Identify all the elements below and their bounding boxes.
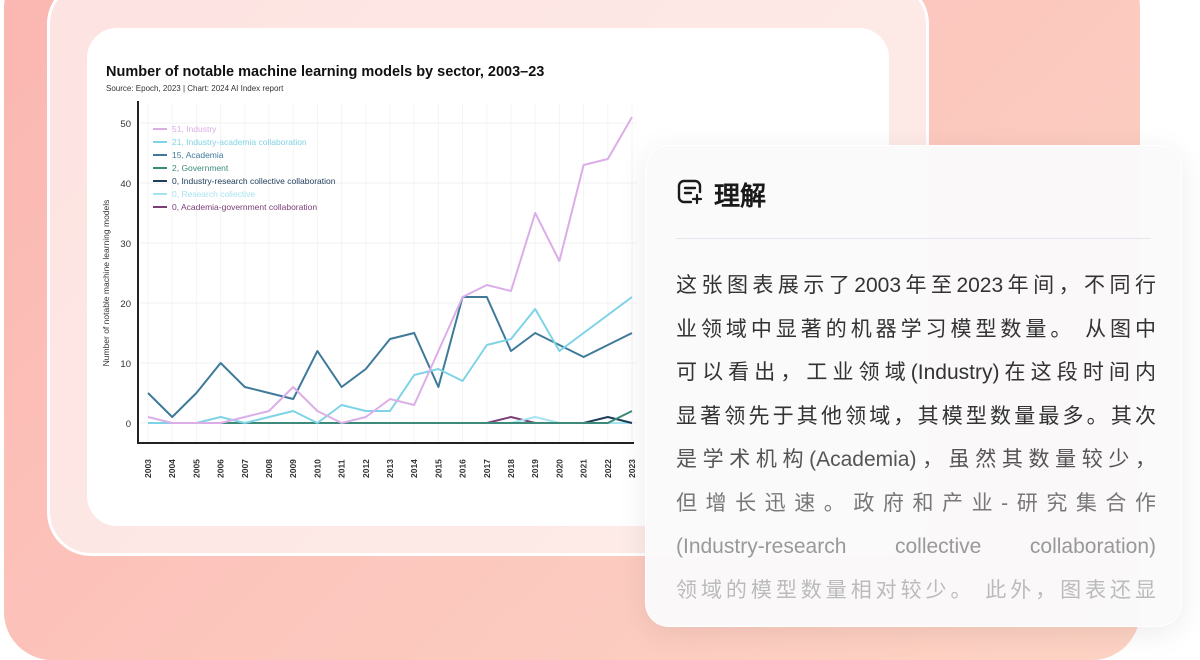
card-description: 这张图表展示了2003年至2023年间，不同行 业领域中显著的机器学习模型数量。… — [676, 264, 1156, 612]
x-tick-label: 2003 — [143, 459, 153, 478]
x-tick-label: 2014 — [409, 459, 419, 478]
x-tick-label: 2005 — [191, 459, 201, 478]
description-line: 领域的模型数量相对较少。 此外，图表还显 — [676, 578, 1156, 602]
description-line: 是学术机构(Academia)，虽然其数量较少， — [676, 448, 1156, 471]
x-tick-label: 2013 — [385, 459, 395, 478]
series-line-industry-academia-collaboration — [148, 296, 633, 424]
series-end-label: 0, Industry-research collective collabor… — [172, 176, 336, 186]
x-tick-label: 2010 — [312, 459, 322, 478]
x-tick-label: 2006 — [216, 459, 226, 478]
series-line-government — [148, 410, 633, 424]
x-tick-label: 2016 — [458, 459, 468, 478]
description-line: 这张图表展示了2003年至2023年间，不同行 — [676, 274, 1156, 297]
x-tick-label: 2009 — [288, 459, 298, 478]
description-line: 但增长迅速。政府和产业-研究集合作 — [676, 491, 1156, 515]
x-tick-label: 2018 — [506, 459, 516, 478]
card-header: 理解 — [676, 176, 766, 213]
description-line: (Industry-research collective collaborat… — [676, 535, 1156, 558]
chart-subtitle: Source: Epoch, 2023 | Chart: 2024 AI Ind… — [106, 84, 284, 93]
description-line: 可以看出，工业领域(Industry)在这段时间内 — [676, 361, 1156, 384]
x-tick-label: 2004 — [167, 459, 177, 478]
y-tick-label: 10 — [120, 359, 131, 370]
x-tick-label: 2015 — [433, 459, 443, 478]
x-tick-label: 2019 — [530, 459, 540, 478]
description-line: 显著领先于其他领域，其模型数量最多。其次 — [676, 404, 1156, 428]
x-tick-label: 2021 — [579, 459, 589, 478]
y-tick-label: 30 — [120, 239, 131, 250]
x-tick-label: 2008 — [264, 459, 274, 478]
series-end-label: 21, Industry-academia collaboration — [172, 137, 307, 147]
chart-title: Number of notable machine learning model… — [106, 64, 545, 80]
x-tick-label: 2011 — [337, 459, 347, 478]
line-chart: 0 10 20 30 40 50 2003 2004 2005 2006 2007 2008 2009 2… — [101, 101, 637, 478]
x-tick-label: 2017 — [482, 459, 492, 478]
understanding-card: 理解 这张图表展示了2003年至2023年间，不同行 业领域中显著的机器学习模型… — [645, 145, 1182, 627]
x-tick-label: 2012 — [361, 459, 371, 478]
series-line-academia — [147, 296, 633, 418]
series-end-label: 15, Academia — [172, 150, 224, 160]
series-line-industry — [147, 116, 633, 424]
y-tick-label: 50 — [120, 119, 131, 130]
series-end-label: 51, Industry — [172, 124, 217, 134]
x-tick-label: 2022 — [603, 459, 613, 478]
series-end-label: 2, Government — [172, 163, 229, 173]
y-tick-label: 40 — [120, 179, 131, 190]
x-tick-label: 2007 — [240, 459, 250, 478]
y-tick-label: 0 — [126, 419, 131, 430]
card-title: 理解 — [714, 181, 767, 211]
description-line: 业领域中显著的机器学习模型数量。 从图中 — [676, 317, 1156, 341]
sparkle-note-icon — [676, 178, 704, 211]
y-tick-label: 20 — [120, 299, 131, 310]
x-tick-label: 2020 — [554, 459, 564, 478]
series-end-label: 0, Academia-government collaboration — [172, 202, 317, 212]
y-axis-label: Number of notable machine learning model… — [101, 200, 111, 367]
series-end-label: 0, Research collective — [172, 189, 255, 199]
x-tick-label: 2023 — [627, 459, 637, 478]
divider — [676, 238, 1151, 239]
